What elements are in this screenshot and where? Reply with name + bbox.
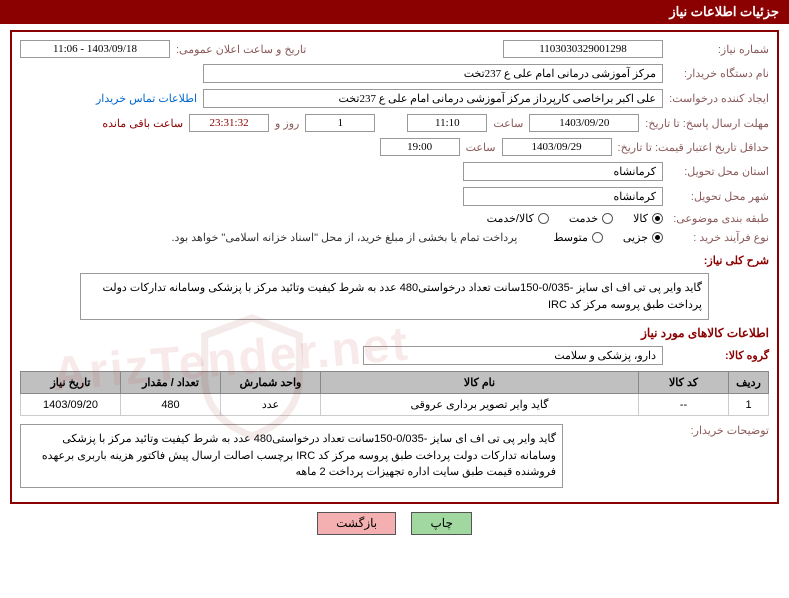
radio-partial[interactable]: جزیی — [623, 231, 663, 244]
announce-label: تاریخ و ساعت اعلان عمومی: — [176, 43, 306, 56]
need-number-label: شماره نیاز: — [669, 43, 769, 56]
th-unit: واحد شمارش — [221, 372, 321, 394]
items-table: ردیف کد کالا نام کالا واحد شمارش تعداد /… — [20, 371, 769, 416]
buyer-contact-link[interactable]: اطلاعات تماس خریدار — [96, 92, 197, 105]
buyer-org-label: نام دستگاه خریدار: — [669, 67, 769, 80]
th-code: کد کالا — [639, 372, 729, 394]
radio-dot-icon — [602, 213, 613, 224]
announce-value: 1403/09/18 - 11:06 — [20, 40, 170, 58]
category-label: طبقه بندی موضوعی: — [669, 212, 769, 225]
need-number-value: 1103030329001298 — [503, 40, 663, 58]
time-label-2: ساعت — [466, 141, 496, 154]
days-label: روز و — [275, 117, 299, 130]
cell-qty: 480 — [121, 394, 221, 416]
cell-unit: عدد — [221, 394, 321, 416]
header-title: جزئیات اطلاعات نیاز — [669, 4, 779, 19]
remaining-label: ساعت باقی مانده — [102, 117, 183, 130]
min-validity-time: 19:00 — [380, 138, 460, 156]
general-desc-label: شرح کلی نیاز: — [669, 254, 769, 267]
radio-medium[interactable]: متوسط — [553, 231, 603, 244]
process-label: نوع فرآیند خرید : — [669, 231, 769, 244]
general-desc-box: گاید وایر پی تی اف ای سایز -0/035-150سان… — [80, 273, 709, 320]
deadline-label: مهلت ارسال پاسخ: تا تاریخ: — [645, 117, 769, 130]
min-validity-label: حداقل تاریخ اعتبار قیمت: تا تاریخ: — [618, 141, 769, 154]
goods-group-label: گروه کالا: — [669, 349, 769, 362]
delivery-city-label: شهر محل تحویل: — [669, 190, 769, 203]
radio-both[interactable]: کالا/خدمت — [487, 212, 549, 225]
requester-value: علی اکبر براخاصی کارپرداز مرکز آموزشی در… — [203, 89, 663, 108]
countdown-value: 23:31:32 — [189, 114, 269, 132]
radio-service[interactable]: خدمت — [569, 212, 613, 225]
buyer-notes-label: توضیحات خریدار: — [669, 424, 769, 437]
radio-dot-icon — [652, 213, 663, 224]
page-header: جزئیات اطلاعات نیاز — [0, 0, 789, 24]
category-radio-group: کالا خدمت کالا/خدمت — [487, 212, 663, 225]
main-panel: ArizTender.net شماره نیاز: 1103030329001… — [10, 30, 779, 504]
cell-row: 1 — [729, 394, 769, 416]
th-name: نام کالا — [321, 372, 639, 394]
delivery-province-value: کرمانشاه — [463, 162, 663, 181]
th-row: ردیف — [729, 372, 769, 394]
button-row: چاپ بازگشت — [0, 512, 789, 535]
table-row: 1 -- گاید وایر تصویر برداری عروقی عدد 48… — [21, 394, 769, 416]
print-button[interactable]: چاپ — [411, 512, 471, 535]
radio-dot-icon — [538, 213, 549, 224]
buyer-notes-box: گاید وایر پی تی اف ای سایز -0/035-150سان… — [20, 424, 563, 488]
requester-label: ایجاد کننده درخواست: — [669, 92, 769, 105]
deadline-date: 1403/09/20 — [529, 114, 639, 132]
buyer-org-value: مرکز آموزشی درمانی امام علی ع 237تخت — [203, 64, 663, 83]
time-label-1: ساعت — [493, 117, 523, 130]
process-radio-group: جزیی متوسط — [553, 231, 663, 244]
islamic-treasury-note: پرداخت تمام یا بخشی از مبلغ خرید، از محل… — [172, 231, 518, 244]
items-section-title: اطلاعات کالاهای مورد نیاز — [20, 326, 769, 340]
back-button[interactable]: بازگشت — [317, 512, 396, 535]
delivery-city-value: کرمانشاه — [463, 187, 663, 206]
cell-name: گاید وایر تصویر برداری عروقی — [321, 394, 639, 416]
cell-code: -- — [639, 394, 729, 416]
th-qty: تعداد / مقدار — [121, 372, 221, 394]
days-remaining: 1 — [305, 114, 375, 132]
goods-group-value: دارو، پزشکی و سلامت — [363, 346, 663, 365]
th-need-date: تاریخ نیاز — [21, 372, 121, 394]
cell-need-date: 1403/09/20 — [21, 394, 121, 416]
radio-goods[interactable]: کالا — [633, 212, 663, 225]
min-validity-date: 1403/09/29 — [502, 138, 612, 156]
delivery-province-label: استان محل تحویل: — [669, 165, 769, 178]
radio-dot-icon — [592, 232, 603, 243]
radio-dot-icon — [652, 232, 663, 243]
deadline-time: 11:10 — [407, 114, 487, 132]
